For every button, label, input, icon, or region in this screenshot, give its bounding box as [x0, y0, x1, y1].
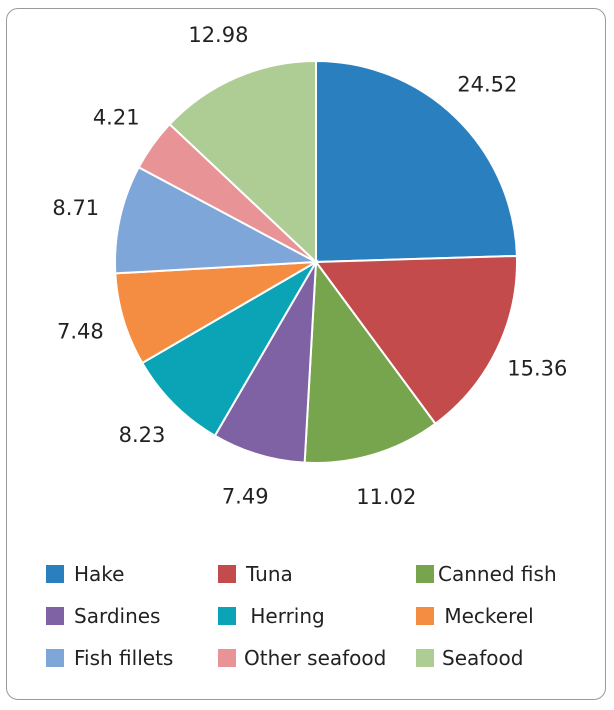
- pie-slice-tuna: [314, 254, 518, 426]
- legend-swatch: [46, 607, 64, 625]
- legend-item-seafood: Seafood: [416, 646, 523, 670]
- legend-swatch: [46, 649, 64, 667]
- pie-chart: 24.52 15.36 11.02 7.49 8.23 7.48 8.71 4.21 12.98: [52, 23, 567, 509]
- legend-item-other-seafood: Other seafood: [218, 646, 386, 670]
- pie-value-label: 15.36: [507, 357, 567, 381]
- pie-value-labels: 24.52 15.36 11.02 7.49 8.23 7.48 8.71 4.21 12.98: [52, 23, 567, 509]
- chart-frame: [6, 8, 606, 700]
- pie-value-label: 4.21: [93, 106, 140, 130]
- legend-item-meckerel: Meckerel: [416, 604, 534, 628]
- legend-label: Seafood: [442, 646, 524, 670]
- legend-item-sardines: Sardines: [46, 604, 160, 628]
- legend-label: Canned fish: [438, 562, 557, 586]
- legend-swatch: [46, 565, 64, 583]
- legend-item-herring: Herring: [218, 604, 325, 628]
- legend-swatch: [218, 649, 236, 667]
- legend-swatch: [416, 607, 434, 625]
- pie-value-label: 7.48: [57, 320, 104, 344]
- legend-swatch: [416, 565, 434, 583]
- pie-value-label: 24.52: [457, 72, 517, 96]
- pie-slice-herring: [140, 259, 319, 438]
- legend-swatch: [218, 607, 236, 625]
- legend-label: Fish fillets: [74, 646, 174, 670]
- pie-slice-canned-fish: [303, 259, 437, 465]
- legend-swatch: [218, 565, 236, 583]
- pie-value-label: 8.23: [119, 423, 166, 447]
- legend-item-hake: Hake: [46, 562, 124, 586]
- legend-item-fish-fillets: Fish fillets: [46, 646, 173, 670]
- legend-item-canned-fish: Canned fish: [416, 562, 557, 586]
- pie-slice-hake: [315, 59, 518, 264]
- legend-label: Herring: [244, 604, 325, 628]
- legend-row: Hake Tuna Canned fish: [46, 562, 596, 604]
- pie-slice-fish-fillets: [113, 165, 320, 275]
- pie-value-label: 7.49: [222, 485, 269, 509]
- pie-value-label: 11.02: [356, 485, 416, 509]
- legend-item-tuna: Tuna: [218, 562, 293, 586]
- pie-value-label: 8.71: [52, 196, 99, 220]
- pie-value-label: 12.98: [188, 23, 248, 47]
- pie-slices: [113, 59, 518, 465]
- legend-row: Sardines Herring Meckerel: [46, 604, 596, 646]
- legend-label: Sardines: [74, 604, 161, 628]
- legend-row: Fish fillets Other seafood Seafood: [46, 646, 596, 688]
- pie-slice-seafood: [168, 59, 317, 265]
- legend-label: Meckerel: [438, 604, 534, 628]
- legend-label: Hake: [74, 562, 125, 586]
- legend-label: Tuna: [246, 562, 293, 586]
- chart-legend: Hake Tuna Canned fish Sardines Herring M…: [46, 562, 596, 688]
- legend-swatch: [416, 649, 434, 667]
- pie-slice-sardines: [213, 261, 317, 464]
- legend-label: Other seafood: [244, 646, 387, 670]
